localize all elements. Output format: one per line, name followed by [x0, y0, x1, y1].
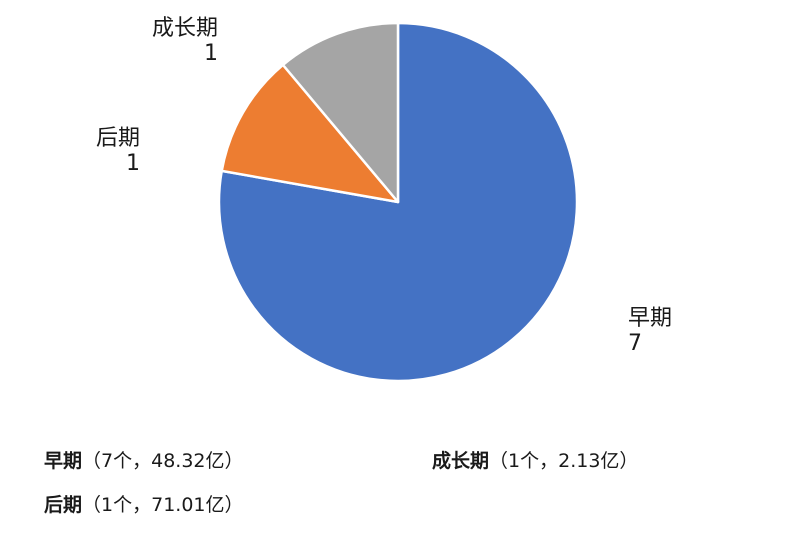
slice-label-early: 早期 7	[628, 306, 672, 357]
pie-slice-late	[220, 63, 400, 204]
slice-label-growth: 成长期 1	[128, 16, 218, 67]
slice-label-growth-value: 1	[204, 41, 218, 67]
legend-item-early: 早期（7个，48.32亿）	[44, 446, 244, 473]
legend-growth-detail: （1个，2.13亿）	[489, 450, 639, 472]
legend-late-detail: （1个，71.01亿）	[82, 494, 244, 516]
pie-slice-early	[217, 21, 579, 383]
slice-label-late-value: 1	[126, 151, 140, 177]
legend-early-detail: （7个，48.32亿）	[82, 450, 244, 472]
legend-early-name: 早期	[44, 450, 83, 472]
pie-slice-growth	[281, 21, 400, 204]
legend-growth-name: 成长期	[432, 450, 490, 472]
legend-late-name: 后期	[44, 494, 83, 516]
slice-label-early-value: 7	[628, 331, 642, 357]
slice-label-growth-name: 成长期	[151, 16, 218, 41]
slice-label-late: 后期 1	[78, 126, 140, 177]
legend-item-late: 后期（1个，71.01亿）	[44, 490, 244, 517]
slice-label-early-name: 早期	[628, 306, 673, 331]
pie-chart	[217, 21, 579, 383]
legend-item-growth: 成长期（1个，2.13亿）	[432, 446, 638, 473]
slice-label-late-name: 后期	[95, 126, 140, 151]
